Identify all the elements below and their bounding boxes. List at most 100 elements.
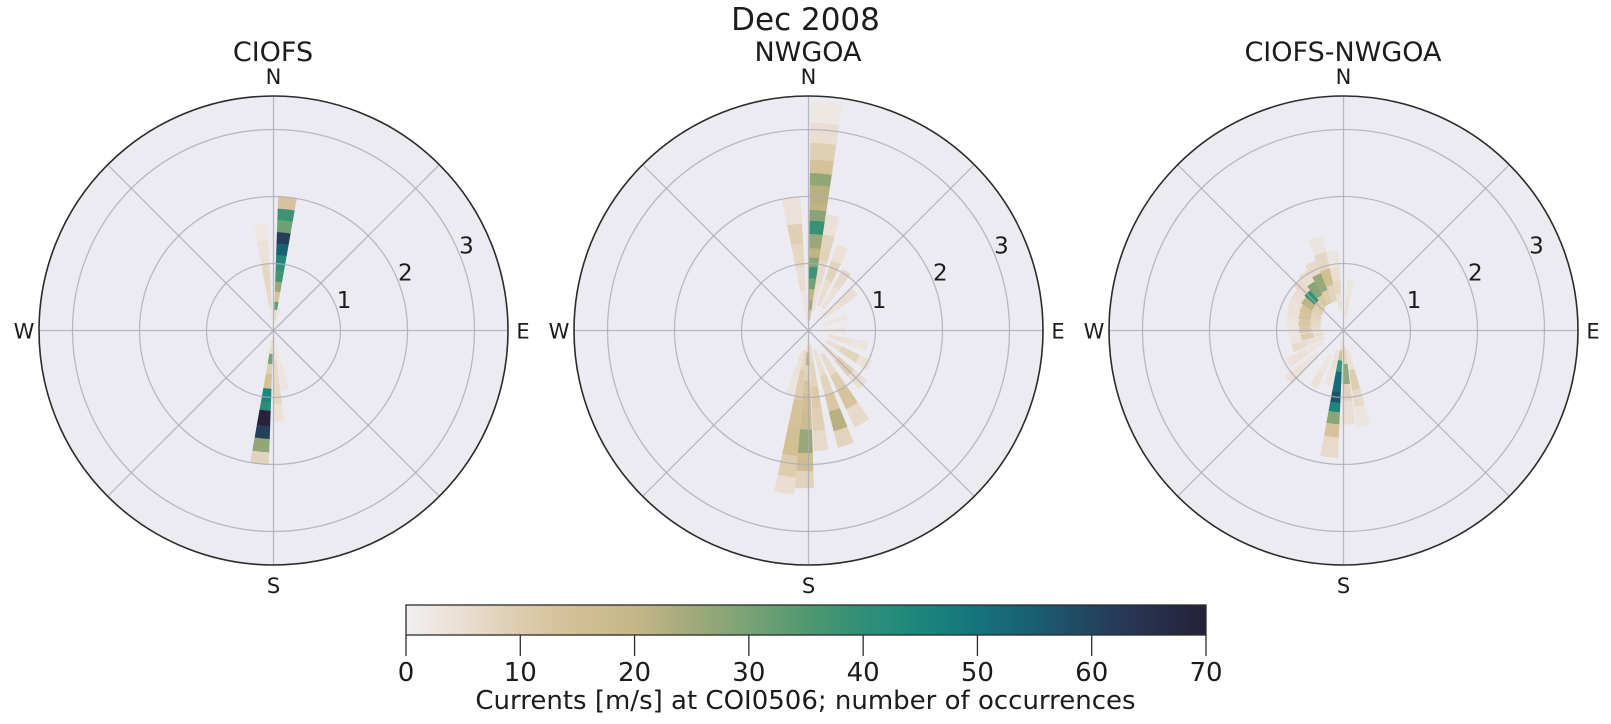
compass-label-east: E: [1586, 320, 1599, 344]
figure-suptitle: Dec 2008: [731, 2, 880, 38]
petal-segment: [1294, 279, 1311, 296]
petal-segment: [1309, 370, 1325, 389]
petal-segment: [801, 393, 812, 412]
petal-segment: [266, 290, 273, 308]
petal-segment: [795, 266, 807, 292]
petal-segment: [267, 353, 273, 365]
compass-label-north: N: [266, 65, 282, 89]
compass-label-east: E: [1051, 320, 1064, 344]
colorbar-tick-label: 50: [961, 658, 994, 688]
colorbar-tick-label: 70: [1189, 658, 1222, 688]
petal-segment: [808, 266, 818, 279]
petal-segment: [788, 399, 803, 428]
petal-segment: [808, 288, 815, 301]
petal-segment: [1304, 335, 1326, 347]
petal-segment: [1321, 289, 1333, 305]
petal-segment: [1349, 369, 1361, 391]
petal-segment: [800, 290, 809, 324]
petal-segment: [787, 223, 804, 246]
petal-segment: [809, 220, 825, 236]
petal-segment: [831, 244, 849, 265]
petal-segment: [808, 300, 813, 311]
petal-segment: [812, 429, 829, 452]
grid-spoke: [273, 164, 440, 331]
petal-segment: [1312, 332, 1324, 338]
petal-segment: [1335, 360, 1343, 373]
petal-segment: [837, 385, 858, 410]
petal-segment: [272, 403, 284, 422]
polar-spine: [1108, 95, 1579, 566]
radial-tick-label: 2: [1468, 261, 1483, 287]
petal-segment: [1312, 272, 1328, 293]
petal-segment: [1297, 319, 1312, 328]
compass-label-south: S: [267, 574, 280, 598]
petal-segment: [263, 336, 273, 361]
petal-segment: [1286, 316, 1300, 327]
petal-segment: [1323, 422, 1340, 438]
petal-segment: [821, 286, 839, 310]
colorbar-tick-label: 30: [732, 658, 765, 688]
radial-tick-label: 1: [872, 288, 887, 314]
petal-segment: [809, 209, 827, 222]
petal-segment: [1354, 404, 1371, 427]
petal-segment: [849, 338, 869, 351]
petal-segment: [273, 360, 280, 385]
grid-spoke: [273, 330, 440, 497]
petal-segment: [815, 260, 828, 286]
petal-segment: [792, 349, 805, 377]
petal-segment: [800, 350, 807, 371]
petal-segment: [781, 196, 802, 226]
petal-segment: [819, 373, 834, 396]
petal-segment: [1300, 332, 1314, 341]
petal-segment: [810, 101, 843, 126]
petal-segment: [809, 247, 821, 259]
polar-spine: [38, 95, 509, 566]
compass-label-south: S: [802, 574, 815, 598]
radial-tick-label: 2: [398, 261, 413, 287]
radial-tick-label: 1: [337, 288, 352, 314]
petal-segment: [825, 260, 841, 283]
petal-segment: [799, 410, 812, 430]
petal-segment: [256, 239, 270, 265]
petal-segment: [277, 196, 297, 211]
petal-segment: [253, 223, 268, 242]
petal-segment: [261, 387, 272, 403]
petal-segment: [809, 172, 832, 187]
petal-segment: [1298, 350, 1321, 373]
petal-segment: [1346, 349, 1355, 371]
petal-segment: [823, 313, 848, 327]
petal-segment: [811, 283, 822, 312]
petal-segment: [1286, 306, 1301, 319]
petal-segment: [1310, 310, 1323, 321]
petal-segment: [1300, 297, 1316, 311]
petal-segment: [1326, 410, 1340, 425]
radial-tick-label: 3: [459, 233, 474, 259]
petal-segment: [824, 392, 840, 413]
petal-segment: [797, 429, 813, 454]
petal-segment: [832, 268, 852, 291]
petal-segment: [818, 234, 835, 263]
petal-segment: [1344, 296, 1351, 318]
petal-segment: [274, 291, 281, 303]
compass-label-north: N: [801, 65, 817, 89]
petal-segment: [1342, 363, 1351, 385]
petal-segment: [1341, 400, 1355, 425]
petal-segment: [1298, 269, 1315, 287]
petal-segment: [254, 424, 271, 440]
petal-segment: [796, 452, 814, 472]
colorbar-tick-label: 60: [1075, 658, 1108, 688]
petal-segment: [809, 233, 823, 249]
petal-segment: [1285, 349, 1308, 367]
petal-segment: [256, 409, 271, 427]
petal-segment: [263, 373, 272, 390]
petal-segment: [802, 380, 811, 395]
petal-segment: [822, 302, 842, 319]
compass-label-east: E: [516, 320, 529, 344]
petal-segment: [275, 263, 286, 272]
petal-segment: [1289, 333, 1302, 344]
petal-segment: [809, 184, 831, 205]
petal-segment: [808, 310, 812, 321]
grid-spoke: [642, 330, 809, 497]
petal-segment: [1332, 371, 1342, 393]
